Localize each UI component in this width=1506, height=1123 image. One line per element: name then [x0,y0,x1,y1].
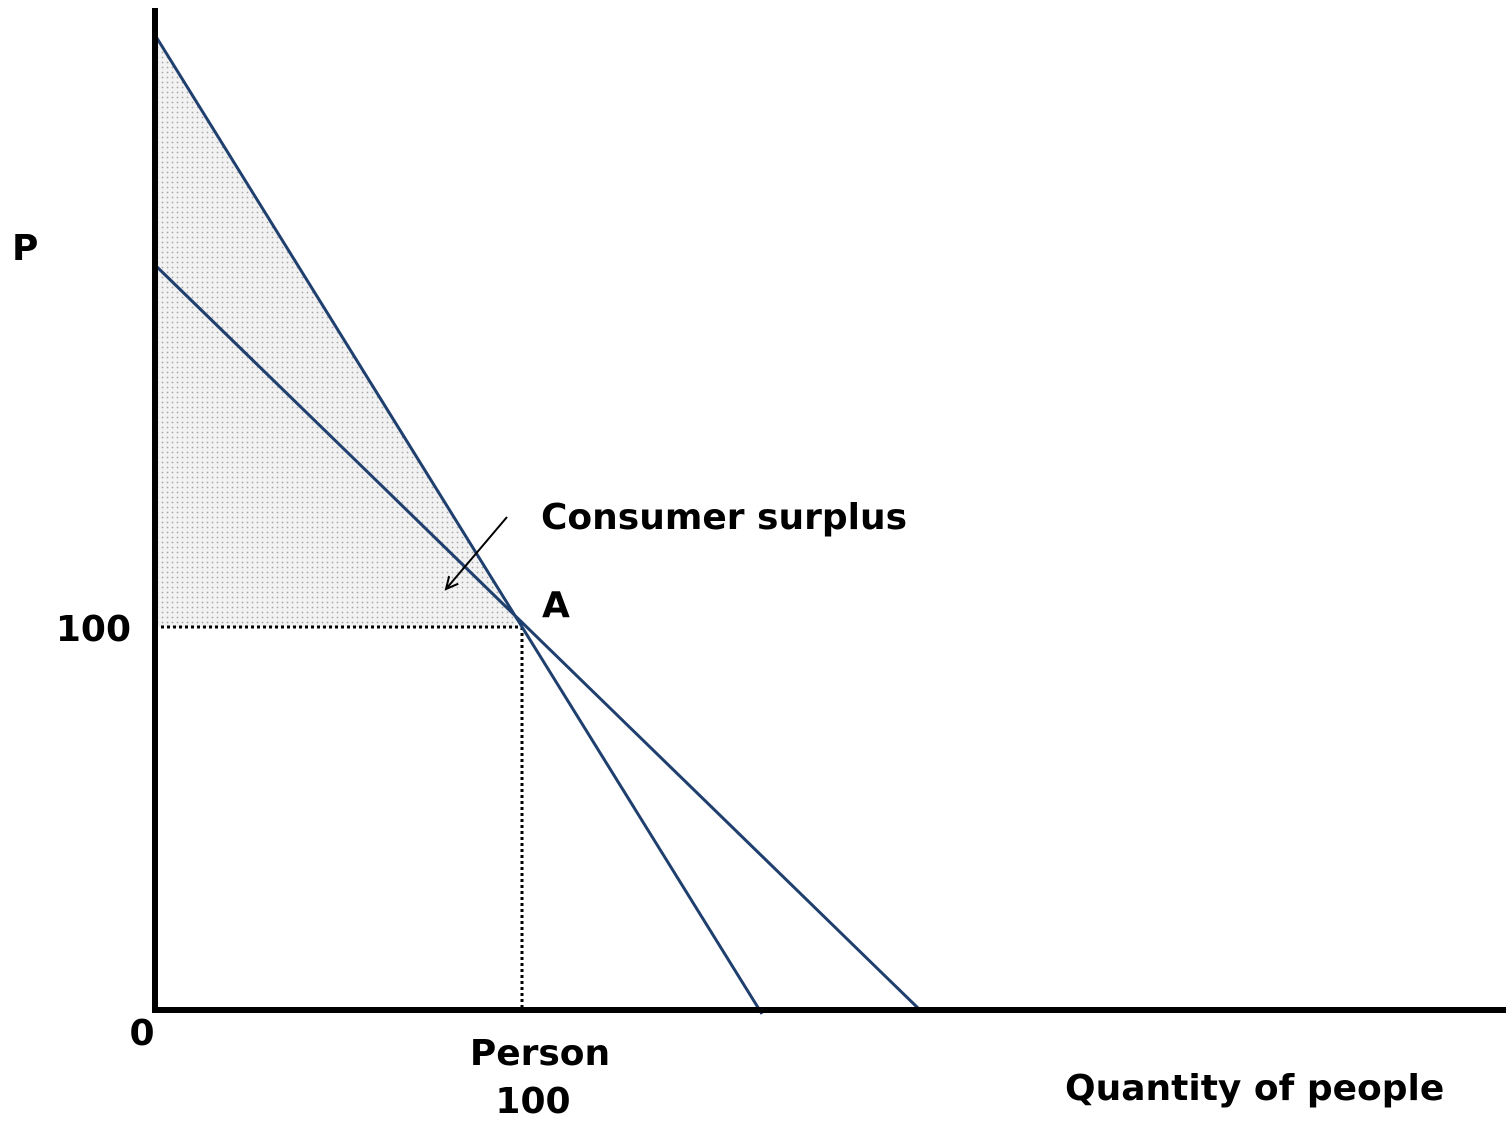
x-tick-label: 100 [495,1081,570,1122]
origin-label: 0 [129,1013,154,1054]
x-axis-label: Quantity of people [1065,1068,1444,1109]
y-axis-label: P [12,228,38,269]
y-tick-label: 100 [56,609,131,650]
steep-demand-line [153,34,764,1015]
x-tick-title: Person [470,1033,610,1074]
flat-demand-line [153,263,922,1012]
annotation-arrow [446,516,508,589]
annotation-label: Consumer surplus [541,497,907,538]
point-label: A [542,585,570,626]
